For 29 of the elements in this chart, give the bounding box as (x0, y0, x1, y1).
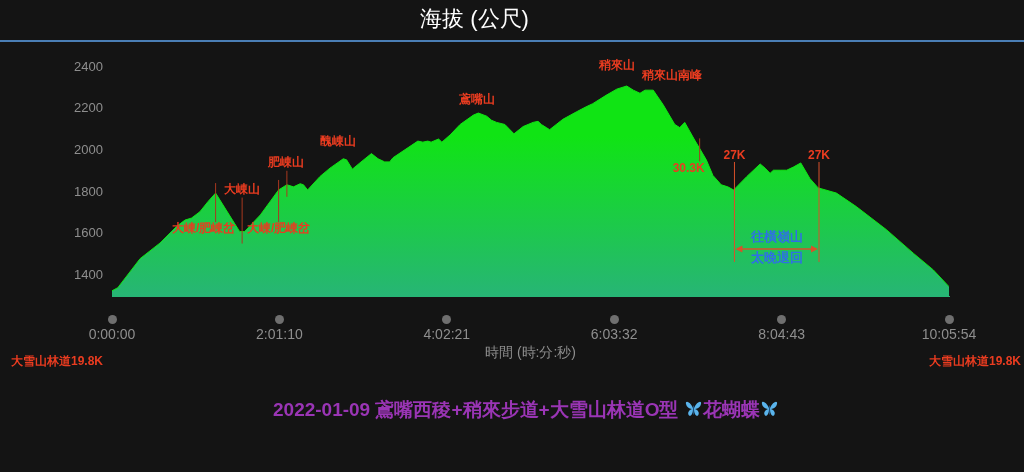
text: 大雪山林道19.8K (10, 354, 104, 369)
annotation: 稍來山南峰 (641, 68, 704, 83)
x-tick-label: 10:05:54 (921, 326, 977, 343)
text: 大雪山林道19.8K (928, 354, 1022, 369)
text: 2022-01-09 鳶嘴西稜+稍來步道+大雪山林道O型 花蝴蝶 (273, 399, 760, 420)
y-tick-label: 2000 (74, 142, 103, 158)
annotation: 大崠/肥崠岔 (246, 221, 311, 236)
x-tick-label: 4:02:21 (423, 326, 471, 343)
annotation: 大崠/肥崠岔 (171, 221, 236, 236)
annotation: 醜崠山 (320, 134, 357, 149)
y-tick-label: 2400 (74, 58, 103, 74)
x-axis-title: 時間 (時:分:秒) (485, 344, 576, 361)
y-tick-label: 1400 (74, 266, 103, 282)
x-tick-label: 6:03:32 (590, 326, 638, 343)
annotation: 大崠山 (224, 181, 261, 196)
annotation: 鳶嘴山 (458, 92, 496, 107)
annotation: 肥崠山 (266, 155, 304, 170)
annotation: 往橫嶺山太晚退回 (749, 229, 803, 266)
annotation: 稍來山 (597, 58, 635, 73)
annotation: 30.3K (672, 160, 705, 175)
ref-line-label: 27K (723, 148, 746, 163)
y-tick-label: 2200 (74, 100, 103, 116)
x-tick-label: 8:04:43 (758, 326, 806, 343)
ref-line-label: 27K (808, 148, 831, 163)
chart-title: 海拔 (公尺) (420, 6, 529, 32)
x-tick-label: 2:01:10 (256, 326, 303, 343)
x-tick-label: 0:00:00 (88, 326, 136, 343)
y-tick-label: 1800 (74, 183, 103, 199)
y-tick-label: 1600 (74, 225, 103, 241)
